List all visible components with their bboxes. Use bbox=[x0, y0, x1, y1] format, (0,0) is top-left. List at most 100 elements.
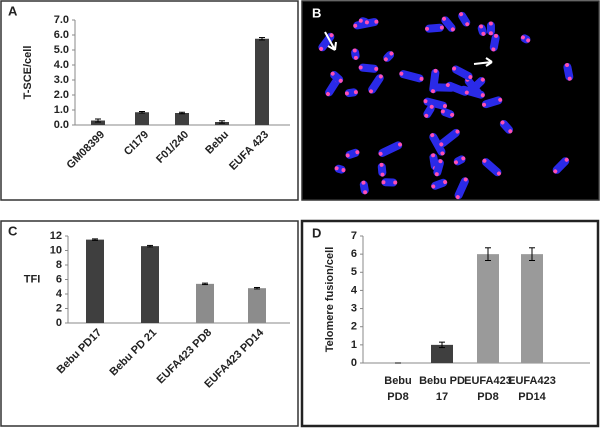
telomere-signal bbox=[464, 90, 469, 95]
y-tick-label: 6 bbox=[351, 248, 357, 260]
telomere-signal bbox=[341, 168, 346, 173]
panel-label: C bbox=[8, 223, 18, 238]
chromosome bbox=[477, 24, 487, 36]
chromatid bbox=[429, 132, 446, 156]
telomere-signal bbox=[389, 51, 394, 56]
telomere-signal bbox=[564, 157, 569, 162]
telomere-signal bbox=[319, 46, 324, 51]
telomere-signal bbox=[380, 172, 385, 177]
telomere-signal bbox=[393, 180, 398, 185]
chromatid bbox=[445, 81, 469, 96]
telomere-signal bbox=[450, 112, 455, 117]
bar bbox=[175, 113, 189, 125]
chromosome bbox=[381, 178, 398, 187]
bar bbox=[255, 38, 269, 125]
telomere-signal bbox=[494, 33, 499, 38]
chromosome bbox=[438, 128, 460, 148]
bar bbox=[431, 344, 453, 363]
x-tick-label: EUFA 423 bbox=[227, 129, 271, 173]
chromosome bbox=[499, 119, 513, 134]
chromosome bbox=[454, 177, 469, 200]
telomere-signal bbox=[338, 78, 343, 83]
telomere-signal bbox=[438, 159, 443, 164]
telomere-signal bbox=[429, 104, 434, 109]
panel-label: B bbox=[312, 5, 321, 20]
bar bbox=[521, 254, 543, 363]
y-tick-label: 6.0 bbox=[54, 29, 69, 41]
chromatid bbox=[368, 74, 384, 94]
telomere-signal bbox=[520, 35, 525, 40]
chromatid bbox=[563, 62, 574, 81]
chromosome bbox=[433, 159, 444, 177]
telomere-signal bbox=[352, 48, 357, 53]
x-tick-label: Bebu bbox=[384, 375, 412, 387]
chromosome bbox=[429, 68, 440, 94]
chromatid bbox=[481, 158, 502, 177]
y-tick-label: 10 bbox=[50, 244, 62, 256]
y-tick-label: 5 bbox=[351, 266, 357, 278]
telomere-signal bbox=[442, 16, 447, 21]
telomere-signal bbox=[374, 19, 379, 24]
chromosome bbox=[552, 157, 570, 174]
x-tick-label: Bebu PD 21 bbox=[107, 327, 159, 379]
panel-frame bbox=[0, 220, 299, 427]
y-tick-label: 8 bbox=[56, 259, 62, 271]
y-tick-label: 4.0 bbox=[54, 59, 69, 71]
telomere-signal bbox=[565, 63, 570, 68]
telomere-signal bbox=[496, 171, 501, 176]
telomere-signal bbox=[455, 129, 460, 134]
bar bbox=[248, 288, 266, 323]
x-tick-label: Bebu bbox=[203, 129, 231, 157]
y-tick-label: 3.0 bbox=[54, 74, 69, 86]
y-axis-label: TFI bbox=[24, 273, 41, 285]
telomere-signal bbox=[355, 150, 360, 155]
chromosome bbox=[441, 16, 456, 32]
bar bbox=[135, 112, 149, 125]
telomere-signal bbox=[459, 12, 464, 17]
y-tick-label: 1 bbox=[351, 339, 357, 351]
telomere-signal bbox=[465, 22, 470, 27]
error-bar bbox=[485, 247, 491, 261]
chromatid bbox=[423, 97, 448, 110]
chromatid bbox=[429, 68, 440, 94]
error-bar bbox=[439, 341, 445, 349]
telomere-signal bbox=[442, 104, 447, 109]
chromosome bbox=[451, 65, 473, 81]
micrograph bbox=[301, 0, 600, 201]
chromatid bbox=[489, 33, 500, 52]
chromatid bbox=[454, 177, 469, 200]
telomere-signal bbox=[378, 74, 383, 79]
x-tick-label: CI179 bbox=[122, 129, 151, 158]
chromatid bbox=[399, 70, 424, 83]
telomere-signal bbox=[431, 184, 436, 189]
telomere-signal bbox=[440, 151, 445, 156]
chromosome bbox=[423, 104, 435, 119]
telomere-signal bbox=[488, 21, 493, 26]
chromatid bbox=[451, 65, 473, 81]
telomere-signal bbox=[553, 169, 558, 174]
panel-frame bbox=[300, 219, 600, 428]
chromosome bbox=[377, 162, 387, 177]
telomere-signal bbox=[481, 31, 486, 36]
y-tick-label: 4 bbox=[351, 284, 358, 296]
telomere-signal bbox=[431, 153, 436, 158]
chromosome bbox=[489, 33, 500, 52]
y-tick-label: 3 bbox=[351, 302, 357, 314]
chromatid bbox=[425, 23, 444, 33]
telomere-signal bbox=[329, 33, 334, 38]
telomere-signal bbox=[424, 113, 429, 118]
y-tick-label: 6 bbox=[56, 273, 62, 285]
chromosome bbox=[458, 11, 471, 27]
chromatid bbox=[552, 157, 570, 174]
telomere-signal bbox=[344, 91, 349, 96]
telomere-signal bbox=[463, 177, 468, 182]
chromatid bbox=[325, 77, 340, 97]
chromatid bbox=[438, 128, 460, 148]
error-bar bbox=[219, 120, 225, 124]
bar bbox=[86, 239, 104, 323]
chromosome bbox=[368, 74, 384, 94]
chromosome bbox=[481, 158, 502, 177]
x-tick-label: PD8 bbox=[387, 391, 408, 403]
y-tick-label: 2.0 bbox=[54, 89, 69, 101]
